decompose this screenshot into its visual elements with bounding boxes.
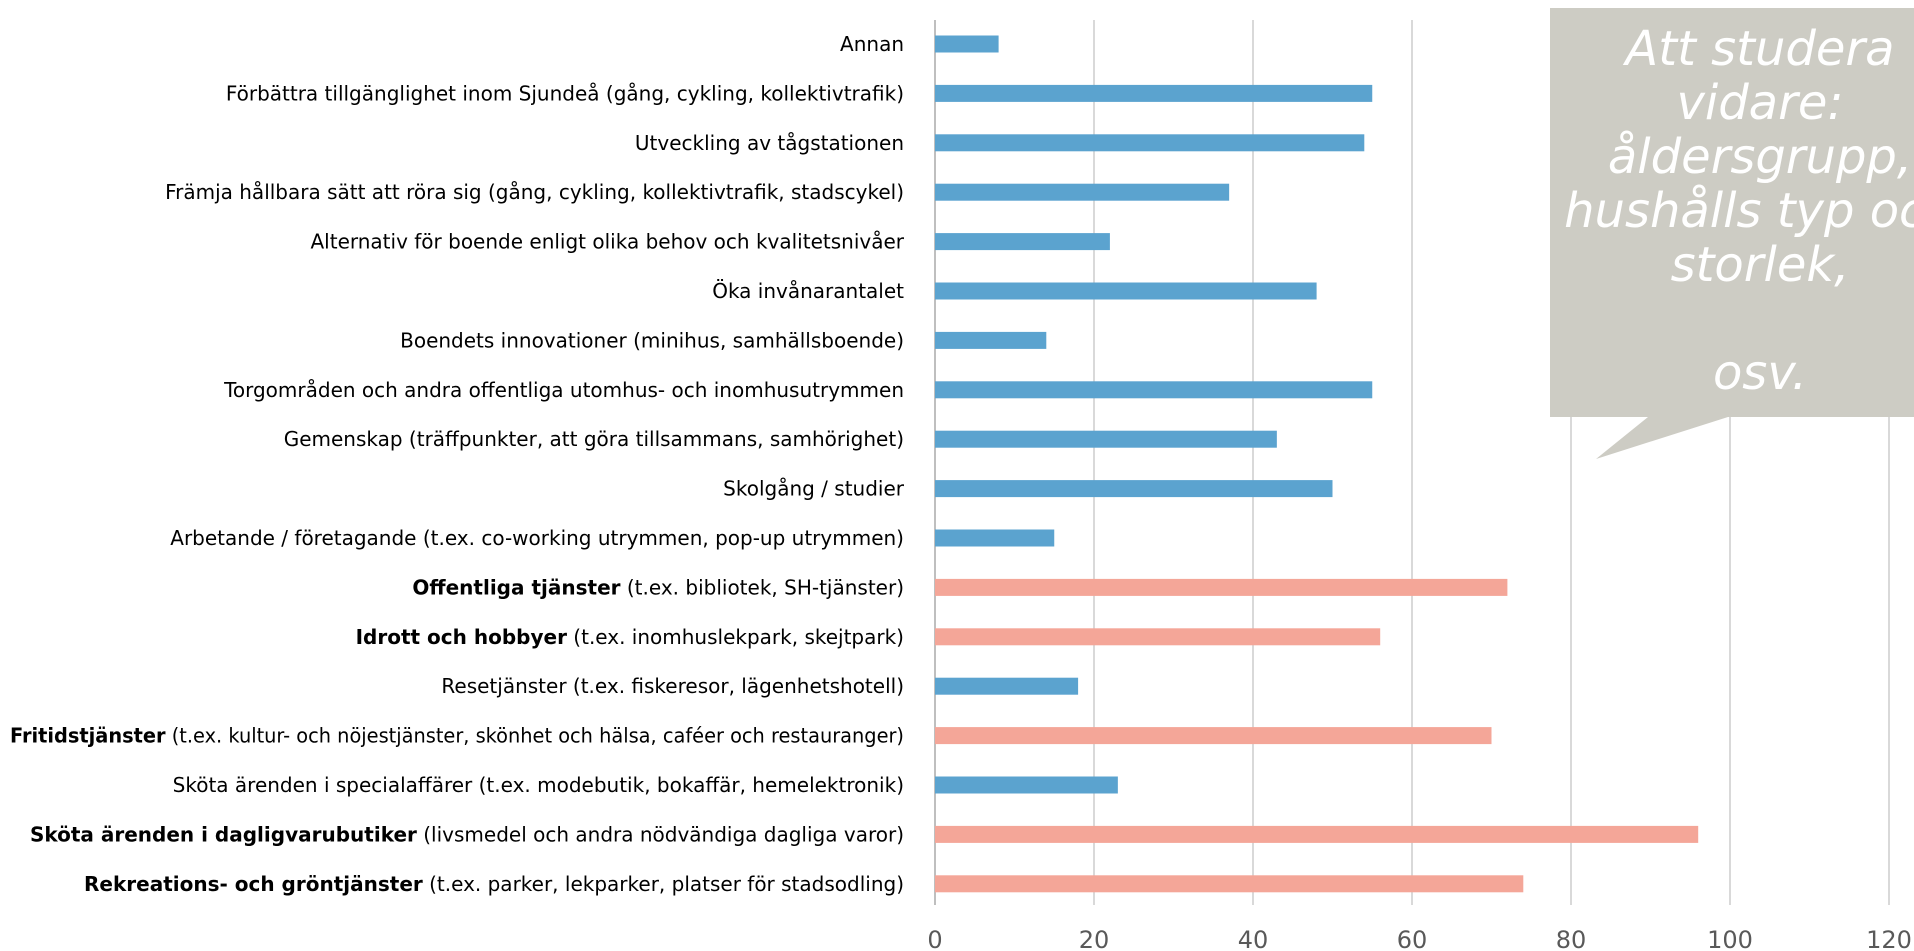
bar [935, 578, 1508, 596]
category-label: Förbättra tillgänglighet inom Sjundeå (g… [226, 81, 904, 105]
bar [935, 480, 1333, 498]
category-label: Arbetande / företagande (t.ex. co-workin… [170, 526, 904, 550]
bar [935, 35, 999, 53]
category-label: Rekreations- och gröntjänster (t.ex. par… [84, 872, 904, 896]
bar [935, 233, 1110, 251]
category-label: Offentliga tjänster (t.ex. bibliotek, SH… [412, 575, 904, 599]
category-label: Öka invånarantalet [712, 279, 904, 303]
bar [935, 727, 1492, 745]
category-label: Idrott och hobbyer (t.ex. inomhuslekpark… [356, 625, 904, 649]
category-label: Gemenskap (träffpunkter, att göra tillsa… [284, 427, 904, 451]
bar [935, 677, 1079, 695]
x-tick-label: 60 [1397, 926, 1428, 951]
x-tick-label: 100 [1707, 926, 1753, 951]
category-label: Resetjänster (t.ex. fiskeresor, lägenhet… [441, 674, 904, 698]
bar [935, 282, 1317, 300]
x-tick-label: 20 [1079, 926, 1110, 951]
x-tick-labels: 0 20 40 60 80 100 120 [927, 926, 1912, 951]
category-label: Sköta ärenden i specialaffärer (t.ex. mo… [173, 773, 904, 797]
gridlines [934, 20, 1890, 905]
bar [935, 381, 1373, 399]
x-tick-label: 40 [1238, 926, 1269, 951]
bar [935, 331, 1047, 349]
x-tick-label: 80 [1556, 926, 1587, 951]
category-label: Utveckling av tågstationen [635, 131, 904, 155]
category-label: Fritidstjänster (t.ex. kultur- och nöjes… [10, 724, 904, 748]
bar [935, 628, 1381, 646]
bar [935, 84, 1373, 102]
bar [935, 134, 1365, 152]
category-label: Annan [840, 32, 904, 56]
category-label: Främja hållbara sätt att röra sig (gång,… [165, 180, 904, 204]
x-tick-label: 0 [927, 926, 942, 951]
category-label: Sköta ärenden i dagligvarubutiker (livsm… [30, 822, 904, 846]
bar [935, 430, 1277, 448]
bar [935, 776, 1118, 794]
category-label: Alternativ för boende enligt olika behov… [310, 230, 904, 254]
category-label: Boendets innovationer (minihus, samhälls… [400, 328, 904, 352]
bar [935, 183, 1230, 201]
bar [935, 529, 1055, 547]
bar [935, 825, 1699, 843]
bar [935, 875, 1524, 893]
category-labels: Annan Förbättra tillgänglighet inom Sjund… [10, 32, 905, 896]
x-tick-label: 120 [1866, 926, 1912, 951]
category-label: Torgområden och andra offentliga utomhus… [223, 378, 904, 402]
bars [935, 35, 1699, 893]
category-label: Skolgång / studier [723, 477, 905, 501]
